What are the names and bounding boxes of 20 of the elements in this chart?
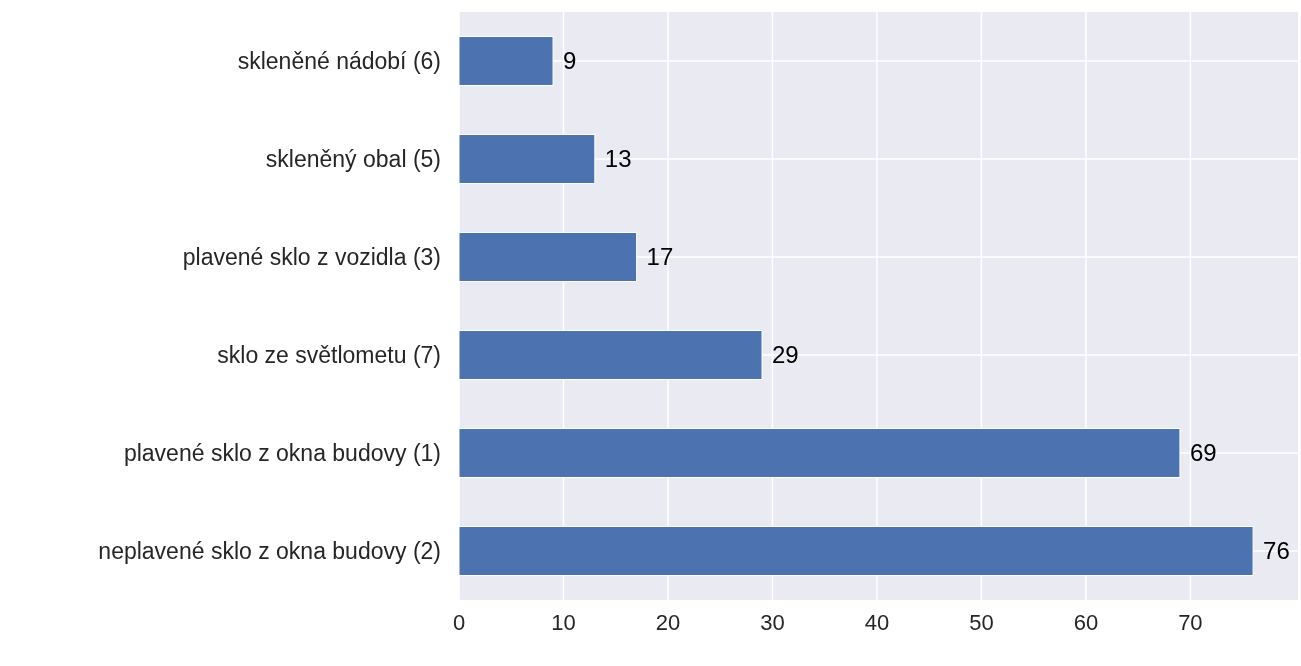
x-tick-label: 10: [551, 610, 576, 635]
x-tick-label: 20: [655, 610, 681, 635]
data-label: 17: [646, 243, 674, 271]
x-tick-label: 0: [452, 610, 466, 635]
x-tick-label: 50: [969, 610, 994, 635]
data-label: 13: [604, 145, 632, 173]
y-tick-label: plavené sklo z okna budovy (1): [123, 440, 441, 467]
y-tick-label: sklo ze světlometu (7): [217, 342, 441, 369]
data-label: 76: [1263, 537, 1290, 565]
data-label: 69: [1189, 439, 1217, 467]
x-tick-label: 30: [760, 610, 785, 635]
y-tick-label: plavené sklo z vozidla (3): [182, 244, 441, 271]
y-tick-label: neplavené sklo z okna budovy (2): [98, 538, 441, 565]
x-tick-label: 60: [1073, 610, 1099, 635]
x-tick-label: 70: [1178, 610, 1203, 635]
data-label: 29: [772, 341, 799, 369]
y-tick-label: skleněné nádobí (6): [237, 48, 441, 75]
data-label: 9: [563, 47, 577, 75]
x-tick-label: 40: [864, 610, 890, 635]
y-tick-label: skleněný obal (5): [265, 146, 441, 173]
